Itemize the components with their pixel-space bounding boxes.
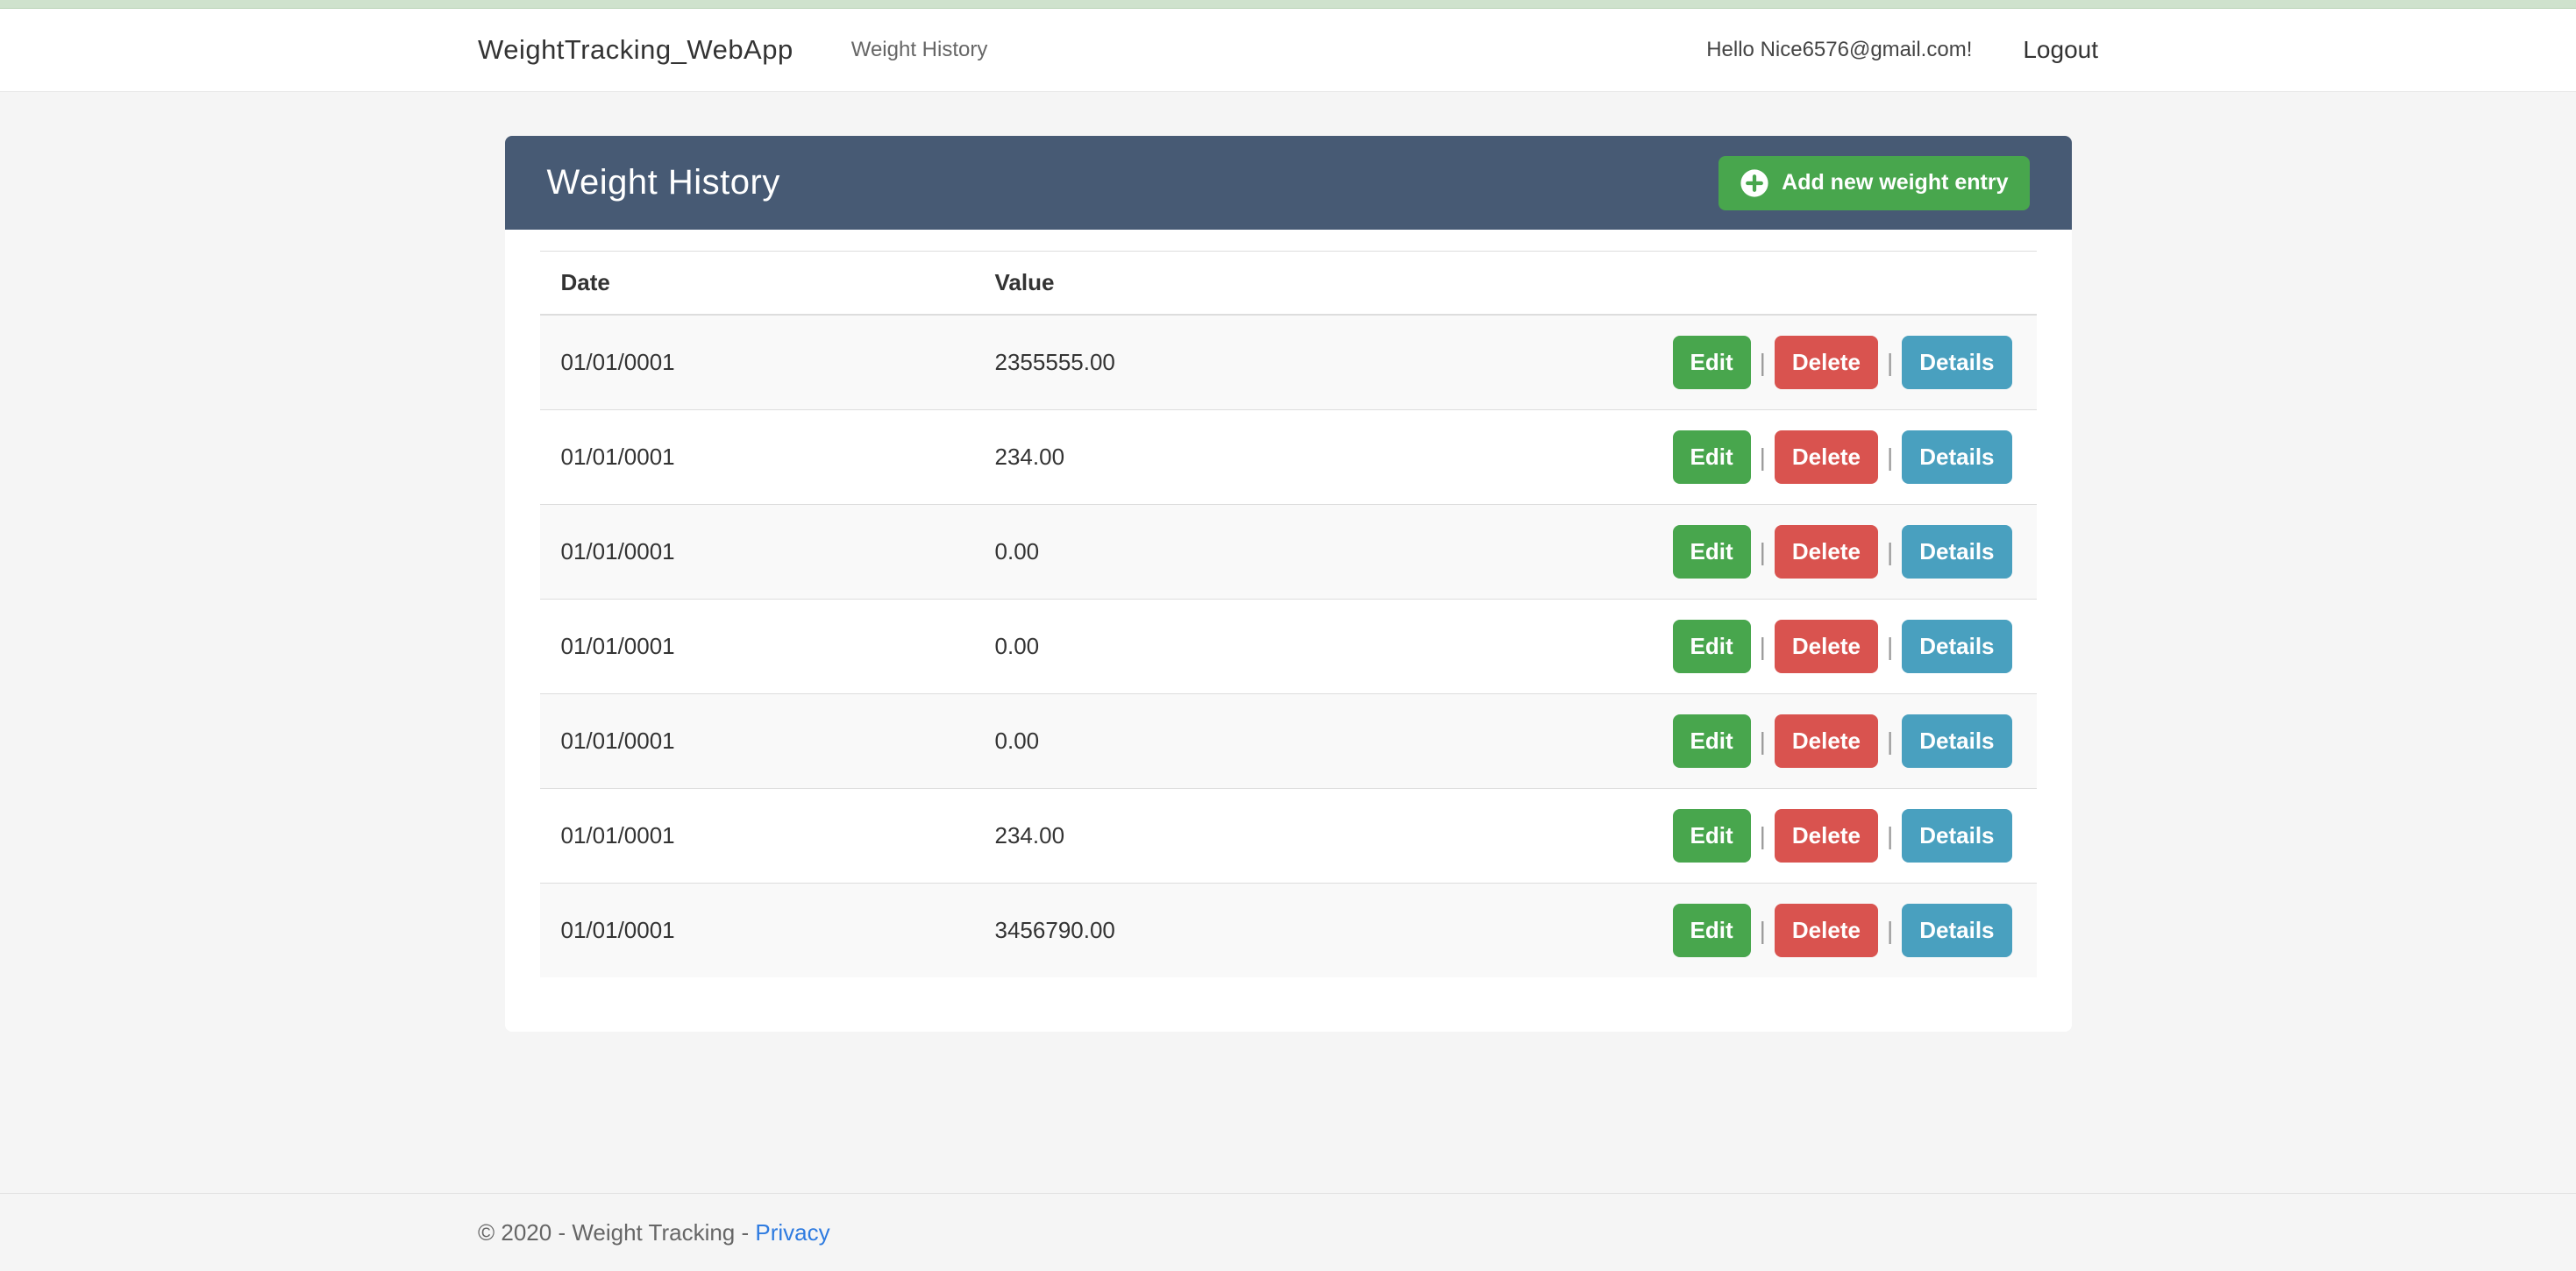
user-greeting-link[interactable]: Hello Nice6576@gmail.com! [1706, 38, 1973, 61]
edit-button[interactable]: Edit [1672, 430, 1751, 484]
action-separator: | [1759, 821, 1766, 849]
edit-button[interactable]: Edit [1672, 809, 1751, 863]
value-cell: 3456790.00 [973, 883, 1603, 977]
column-header-value: Value [973, 251, 1603, 316]
panel-header: Weight History Add new weight entry [504, 136, 2072, 230]
main-content: Weight History Add new weight entry Date… [0, 92, 2576, 1193]
edit-button[interactable]: Edit [1672, 620, 1751, 673]
details-button[interactable]: Details [1902, 620, 2012, 673]
table-row: 01/01/0001 0.00 Edit | Delete | Details [539, 504, 2037, 600]
page-title: Weight History [546, 163, 780, 202]
action-separator: | [1886, 821, 1894, 849]
panel-body: Date Value 01/01/0001 2355555.00 Edit | De… [504, 230, 2072, 1032]
table-row: 01/01/0001 234.00 Edit | Delete | Details [539, 788, 2037, 884]
action-separator: | [1886, 916, 1894, 944]
row-actions: Edit | Delete | Details [1602, 883, 2037, 977]
value-cell: 2355555.00 [973, 315, 1603, 410]
action-separator: | [1759, 916, 1766, 944]
copyright-text: © 2020 - Weight Tracking - [478, 1218, 750, 1246]
weight-history-table: Date Value 01/01/0001 2355555.00 Edit | De… [539, 251, 2037, 977]
details-button[interactable]: Details [1902, 809, 2012, 863]
action-separator: | [1759, 537, 1766, 565]
row-actions: Edit | Delete | Details [1602, 693, 2037, 789]
details-button[interactable]: Details [1902, 525, 2012, 579]
action-separator: | [1886, 727, 1894, 755]
add-button-label: Add new weight entry [1782, 170, 2009, 195]
column-header-date: Date [539, 251, 974, 316]
date-cell: 01/01/0001 [539, 315, 974, 410]
row-actions: Edit | Delete | Details [1602, 315, 2037, 410]
value-cell: 234.00 [973, 409, 1603, 505]
details-button[interactable]: Details [1902, 904, 2012, 957]
action-separator: | [1759, 443, 1766, 471]
top-accent-bar [0, 0, 2576, 9]
row-actions: Edit | Delete | Details [1602, 504, 2037, 600]
plus-circle-icon [1740, 168, 1769, 198]
details-button[interactable]: Details [1902, 336, 2012, 389]
value-cell: 0.00 [973, 504, 1603, 600]
date-cell: 01/01/0001 [539, 409, 974, 505]
weight-history-panel: Weight History Add new weight entry Date… [504, 136, 2072, 1032]
edit-button[interactable]: Edit [1672, 904, 1751, 957]
table-row: 01/01/0001 3456790.00 Edit | Delete | Detail… [539, 883, 2037, 977]
date-cell: 01/01/0001 [539, 693, 974, 789]
action-separator: | [1759, 348, 1766, 376]
action-separator: | [1759, 727, 1766, 755]
add-new-weight-entry-button[interactable]: Add new weight entry [1719, 155, 2030, 210]
app-brand[interactable]: WeightTracking_WebApp [478, 34, 793, 65]
action-separator: | [1886, 632, 1894, 660]
value-cell: 0.00 [973, 693, 1603, 789]
action-separator: | [1886, 443, 1894, 471]
edit-button[interactable]: Edit [1672, 525, 1751, 579]
table-header-row: Date Value [539, 251, 2037, 316]
value-cell: 234.00 [973, 788, 1603, 884]
column-header-actions [1602, 251, 2037, 316]
nav-item-weight-history[interactable]: Weight History [850, 38, 988, 61]
details-button[interactable]: Details [1902, 430, 2012, 484]
date-cell: 01/01/0001 [539, 504, 974, 600]
delete-button[interactable]: Delete [1774, 904, 1878, 957]
delete-button[interactable]: Delete [1774, 714, 1878, 768]
row-actions: Edit | Delete | Details [1602, 409, 2037, 505]
date-cell: 01/01/0001 [539, 599, 974, 694]
details-button[interactable]: Details [1902, 714, 2012, 768]
delete-button[interactable]: Delete [1774, 809, 1878, 863]
navbar: WeightTracking_WebApp Weight History Hel… [0, 9, 2576, 92]
row-actions: Edit | Delete | Details [1602, 599, 2037, 694]
date-cell: 01/01/0001 [539, 788, 974, 884]
row-actions: Edit | Delete | Details [1602, 788, 2037, 884]
table-row: 01/01/0001 234.00 Edit | Delete | Details [539, 409, 2037, 505]
action-separator: | [1886, 348, 1894, 376]
logout-button[interactable]: Logout [2023, 36, 2098, 63]
edit-button[interactable]: Edit [1672, 714, 1751, 768]
date-cell: 01/01/0001 [539, 883, 974, 977]
delete-button[interactable]: Delete [1774, 525, 1878, 579]
delete-button[interactable]: Delete [1774, 430, 1878, 484]
delete-button[interactable]: Delete [1774, 620, 1878, 673]
weight-table-body: 01/01/0001 2355555.00 Edit | Delete | Detail… [539, 315, 2037, 977]
action-separator: | [1886, 537, 1894, 565]
value-cell: 0.00 [973, 599, 1603, 694]
table-row: 01/01/0001 0.00 Edit | Delete | Details [539, 693, 2037, 789]
action-separator: | [1759, 632, 1766, 660]
table-row: 01/01/0001 0.00 Edit | Delete | Details [539, 599, 2037, 694]
footer: © 2020 - Weight Tracking - Privacy [0, 1193, 2576, 1271]
privacy-link[interactable]: Privacy [755, 1218, 830, 1246]
edit-button[interactable]: Edit [1672, 336, 1751, 389]
delete-button[interactable]: Delete [1774, 336, 1878, 389]
table-row: 01/01/0001 2355555.00 Edit | Delete | Detail… [539, 315, 2037, 410]
